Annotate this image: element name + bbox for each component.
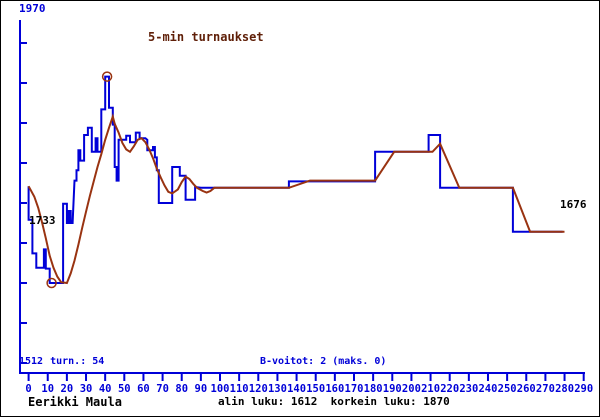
footer-stats: alin luku: 1612 korkein luku: 1870 bbox=[218, 395, 450, 408]
marker-highest bbox=[101, 71, 113, 82]
x-tick-label: 110 bbox=[230, 383, 249, 395]
x-tick-label: 50 bbox=[118, 383, 131, 395]
b-wins-label: B-voitot: 2 (maks. 0) bbox=[260, 356, 387, 367]
marker-lowest bbox=[46, 277, 57, 289]
x-tick-label: 270 bbox=[536, 383, 555, 395]
x-tick-label: 280 bbox=[555, 383, 574, 395]
x-tick-label: 60 bbox=[137, 383, 150, 395]
y-axis-min-label: 1512 bbox=[19, 356, 44, 367]
x-tick-label: 240 bbox=[478, 383, 497, 395]
x-tick-label: 40 bbox=[99, 383, 112, 395]
x-tick-label: 250 bbox=[498, 383, 517, 395]
x-tick-label: 100 bbox=[211, 383, 230, 395]
x-tick-label: 200 bbox=[402, 383, 421, 395]
x-tick-label: 80 bbox=[175, 383, 188, 395]
player-name: Eerikki Maula bbox=[28, 395, 122, 409]
series-smoothed-average bbox=[27, 113, 565, 285]
x-tick-label: 120 bbox=[249, 383, 268, 395]
x-tick-label: 150 bbox=[306, 383, 325, 395]
x-tick-label: 230 bbox=[459, 383, 478, 395]
chart-title: 5-min turnaukset bbox=[148, 30, 264, 44]
y-axis-max-label: 1970 bbox=[19, 2, 46, 15]
x-tick-label: 130 bbox=[268, 383, 287, 395]
x-tick-label: 180 bbox=[364, 383, 383, 395]
x-tick-label: 140 bbox=[287, 383, 306, 395]
x-tick-label: 160 bbox=[325, 383, 344, 395]
series-rating bbox=[27, 75, 563, 284]
x-tick-label: 10 bbox=[41, 383, 54, 395]
x-tick-label: 210 bbox=[421, 383, 440, 395]
x-tick-label: 220 bbox=[440, 383, 459, 395]
x-tick-label: 90 bbox=[195, 383, 208, 395]
x-tick-label: 20 bbox=[61, 383, 74, 395]
bottom-left-info: 1512 turn.: 54 bbox=[19, 357, 104, 367]
x-tick-label: 70 bbox=[156, 383, 169, 395]
x-tick-label: 290 bbox=[574, 383, 593, 395]
x-tick-label: 30 bbox=[80, 383, 93, 395]
x-tick-label: 170 bbox=[345, 383, 364, 395]
start-rating-label: 1733 bbox=[29, 214, 56, 227]
x-tick-label: 0 bbox=[25, 383, 31, 395]
tournament-count-label: turn.: 54 bbox=[50, 356, 105, 367]
x-tick-label: 260 bbox=[517, 383, 536, 395]
end-rating-label: 1676 bbox=[560, 198, 587, 211]
x-tick-label: 190 bbox=[383, 383, 402, 395]
